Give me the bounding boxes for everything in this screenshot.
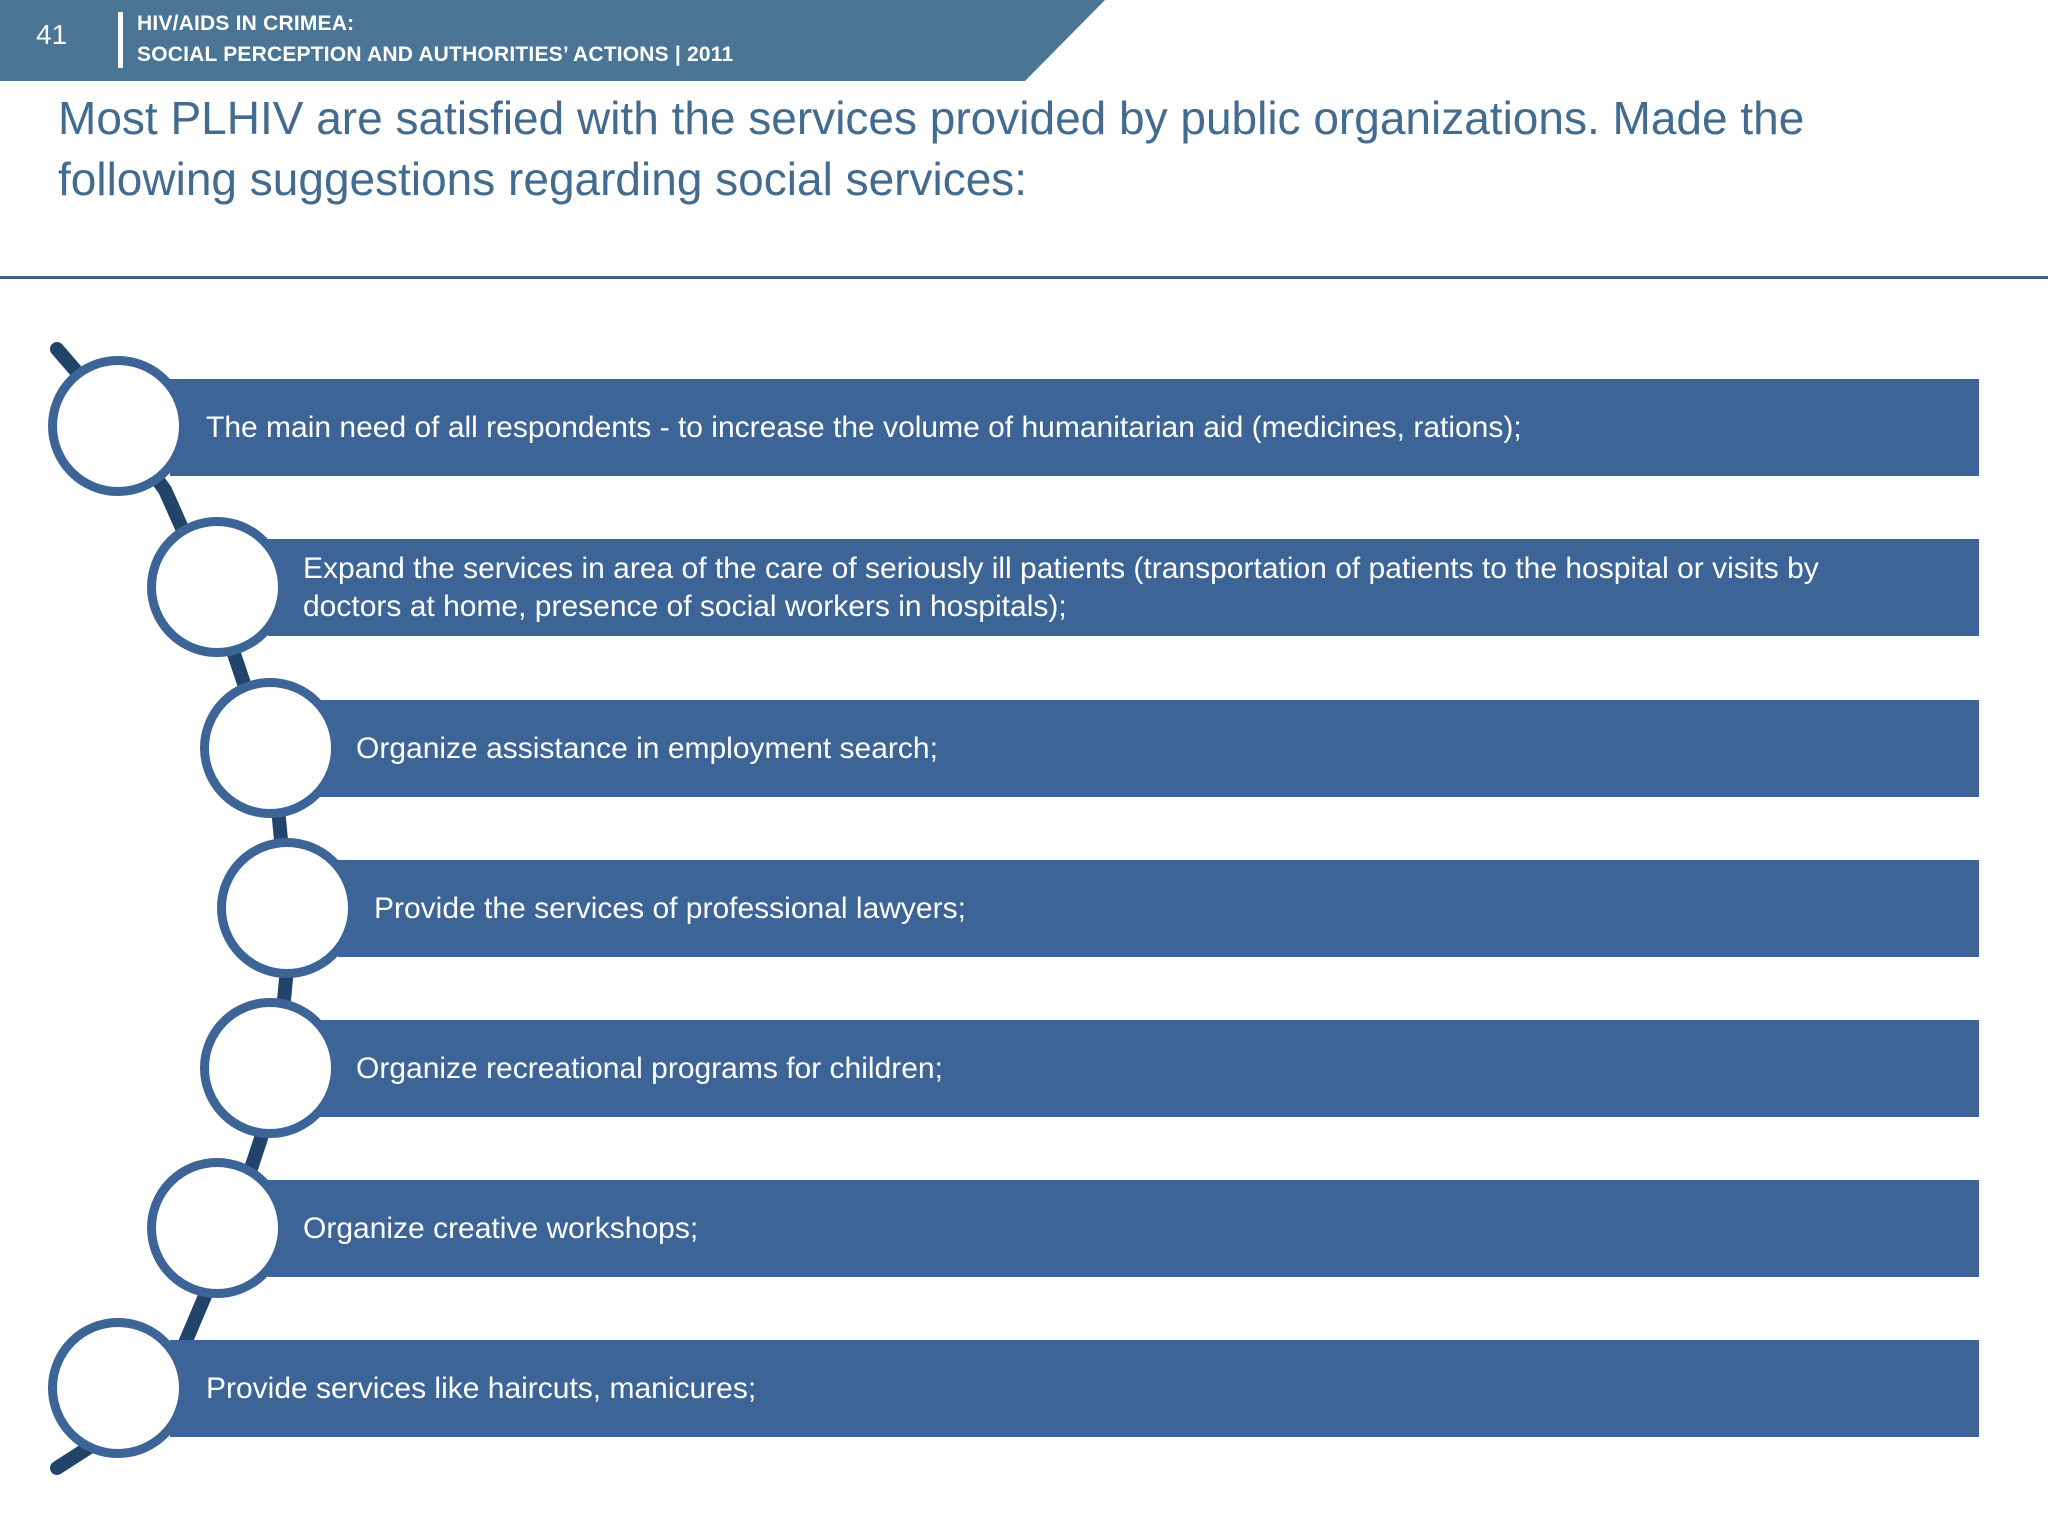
list-item-text: Organize assistance in employment search… bbox=[356, 731, 938, 765]
list-item-circle bbox=[147, 1158, 287, 1298]
header-divider bbox=[118, 12, 123, 68]
list-item-circle bbox=[48, 356, 188, 496]
title-divider bbox=[0, 276, 2048, 279]
list-item-bar: Provide the services of professional law… bbox=[338, 860, 1979, 957]
header-title-line2: SOCIAL PERCEPTION AND AUTHORITIES’ ACTIO… bbox=[137, 43, 734, 66]
list-item-text: Provide the services of professional law… bbox=[374, 891, 966, 925]
list-item-text: Expand the services in area of the care … bbox=[303, 551, 1819, 623]
list-item-bar: Organize assistance in employment search… bbox=[320, 700, 1979, 797]
list-item-text: The main need of all respondents - to in… bbox=[206, 410, 1522, 444]
header-band: 41 HIV/AIDS IN CRIMEA: SOCIAL PERCEPTION… bbox=[0, 0, 2048, 81]
list-item-circle bbox=[200, 998, 340, 1138]
list-item-bar: Organize creative workshops; bbox=[268, 1180, 1979, 1277]
list-item-bar: Organize recreational programs for child… bbox=[320, 1020, 1979, 1117]
header-band-shape bbox=[0, 0, 1105, 81]
list-item-circle bbox=[147, 517, 287, 657]
list-item-circle bbox=[217, 838, 357, 978]
header-title-line1: HIV/AIDS IN CRIMEA: bbox=[137, 12, 355, 35]
list-item-circle bbox=[200, 678, 340, 818]
slide-number: 41 bbox=[36, 19, 68, 50]
list-item-text: Organize recreational programs for child… bbox=[356, 1051, 943, 1085]
list-item-bar: Expand the services in area of the care … bbox=[268, 539, 1979, 636]
list-item-text: Organize creative workshops; bbox=[303, 1211, 699, 1245]
list-item-text: Provide services like haircuts, manicure… bbox=[206, 1371, 757, 1405]
list-item-bar: Provide services like haircuts, manicure… bbox=[170, 1340, 1979, 1437]
list-item-circle bbox=[48, 1318, 188, 1458]
list-item-bar: The main need of all respondents - to in… bbox=[170, 379, 1979, 476]
page-title: Most PLHIV are satisfied with the servic… bbox=[58, 92, 1805, 205]
